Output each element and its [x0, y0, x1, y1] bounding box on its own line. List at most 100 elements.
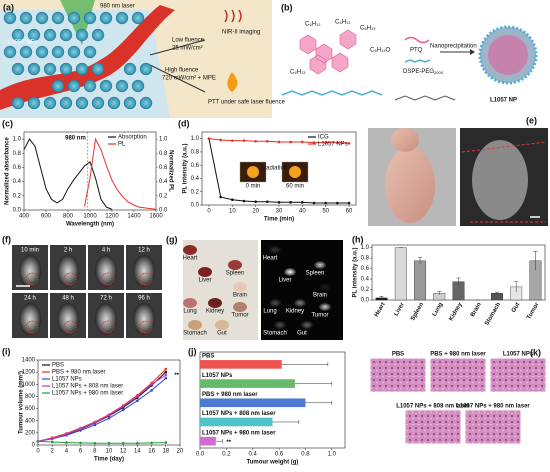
marker [164, 367, 168, 371]
y-tick-label: 0.4 [191, 176, 200, 182]
y-axis-title: PL intensity (a.u.) [353, 248, 359, 298]
arrow-high [149, 64, 206, 93]
organ-label: Kidney [206, 309, 224, 315]
cell [75, 28, 89, 42]
x-axis-title: Time (min) [264, 217, 294, 223]
tumor-region [25, 320, 39, 334]
y-tick-label: 0.4 [13, 179, 22, 185]
x-tick-label: 1200 [105, 214, 119, 220]
organ-label: Spleen [306, 271, 325, 277]
organ-signal [284, 268, 296, 276]
y-tick-label: 1.0 [13, 137, 22, 143]
cell [67, 11, 81, 25]
group-label: L1057 NPs + 980 nm laser [456, 404, 530, 410]
time-label: 12 h [138, 248, 150, 254]
marker [289, 140, 292, 144]
cell [123, 62, 137, 76]
tumor-region [139, 320, 153, 334]
mouse-signal [19, 303, 41, 335]
y-tick-label: 0.6 [13, 165, 22, 171]
arrowhead [470, 49, 475, 55]
cell [75, 96, 89, 110]
cell [99, 79, 113, 93]
cell [43, 62, 57, 76]
x-tick-label: 40 [299, 209, 306, 215]
nanoparticle-shell [478, 25, 538, 85]
x-tick-label: 30 [276, 209, 283, 215]
organ-label: Gut [217, 331, 227, 337]
y2-tick-label: 1.0 [159, 137, 168, 143]
marker [219, 138, 222, 142]
organ [183, 298, 197, 308]
label: High fluence [165, 68, 199, 74]
cell [43, 96, 57, 110]
marker [50, 437, 54, 440]
panel-label: (i) [2, 346, 11, 356]
x-tick-label: 16 [148, 449, 155, 455]
x-tick-label: Tumor [526, 301, 541, 320]
bar [200, 360, 282, 369]
line [23, 138, 113, 210]
chart: (j) 0.0 0.2 0.4 0.6 0.8 1.0 Tumour weight (g) PB… [188, 346, 346, 466]
label: L1057 NP [490, 98, 517, 104]
panel-label: (b) [281, 2, 293, 12]
ptq-icon [404, 36, 430, 44]
tumor-region [63, 272, 77, 286]
y-tick-label: 0.2 [361, 287, 370, 293]
label: 25 mW/cm² [172, 46, 203, 52]
fire-icon [227, 72, 238, 92]
cell [131, 11, 145, 25]
line [37, 440, 166, 444]
marker [93, 421, 97, 424]
panel-label: (k) [530, 347, 541, 357]
substituent: C₆H₁₃O [370, 48, 391, 54]
x-tick-label: Gut [511, 302, 521, 314]
mouse-signal [133, 255, 155, 287]
bar [200, 379, 295, 388]
organ-label: Gut [297, 331, 307, 337]
marker [347, 141, 351, 145]
x-tick-label: 1000 [83, 214, 97, 220]
inset-label: 0 min [246, 184, 261, 190]
time-label: 24 h [24, 296, 36, 302]
mouse [385, 147, 435, 223]
y-tick-label: 1.0 [191, 136, 200, 142]
cell [27, 28, 41, 42]
x-tick-label: 10 [229, 209, 236, 215]
marker [231, 139, 234, 142]
tumor-region [139, 272, 153, 286]
organ-signal [314, 261, 326, 269]
x-axis-title: Wavelength (nm) [66, 222, 114, 228]
time-label: 96 h [138, 296, 150, 302]
time-label: 72 h [100, 296, 112, 302]
organ [198, 267, 212, 277]
x-tick-label: 2 [51, 449, 55, 455]
chart: (d) 0.0 0.2 0.4 0.6 0.8 1.0 0 10 20 30 40 50 60 Time (… [178, 118, 357, 223]
marker [324, 201, 327, 205]
legend-label: PBS [52, 363, 64, 369]
cell [139, 62, 153, 76]
y-tick-label: 1400 [22, 358, 36, 364]
cell [115, 79, 129, 93]
label: Low fluence [172, 38, 205, 44]
category-label: L1057 NPs + 808 nm laser [202, 411, 276, 417]
tumor-region [101, 272, 115, 286]
group-label: L1057 NPs + 808 nm laser [396, 404, 470, 410]
substituent: C₆H₁₃ [305, 22, 321, 28]
marker [79, 429, 82, 432]
label: PTQ [410, 48, 423, 54]
x-tick-label: Heart [374, 302, 387, 318]
marker [150, 441, 153, 445]
y2-tick-label: 0.6 [159, 165, 168, 171]
x-tick-label: 12 [120, 449, 127, 455]
bar [200, 436, 216, 446]
peg-icon [404, 59, 431, 63]
mouse-signal [95, 255, 117, 287]
mouse-signal [57, 303, 79, 335]
panel-label: (c) [2, 118, 13, 128]
marker [301, 201, 304, 204]
marker [93, 441, 97, 445]
group-label: PBS + 980 nm laser [430, 352, 486, 358]
y-tick-label: 0.4 [361, 277, 370, 283]
